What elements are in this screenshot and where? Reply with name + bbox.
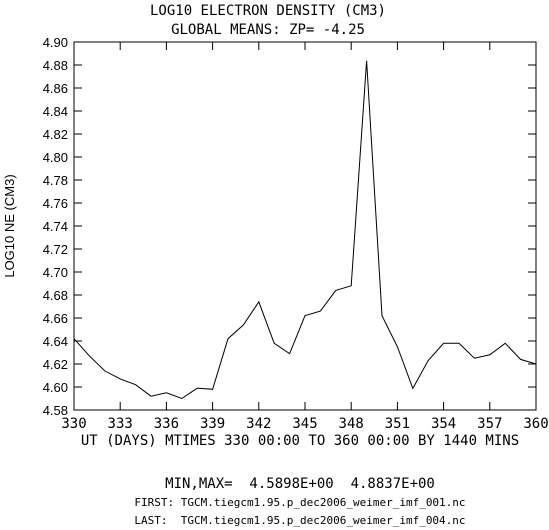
x-tick-label: 339 [200, 416, 225, 432]
x-axis-label: UT (DAYS) MTIMES 330 00:00 TO 360 00:00 … [81, 433, 519, 449]
x-tick-label: 333 [108, 416, 133, 432]
last-file-text: LAST: TGCM.tiegcm1.95.p_dec2006_weimer_i… [134, 514, 465, 527]
chart-subtitle: GLOBAL MEANS: ZP= -4.25 [171, 22, 365, 38]
y-tick-label: 4.80 [43, 150, 68, 165]
x-tick-label: 336 [154, 416, 179, 432]
x-tick-label: 354 [431, 416, 456, 432]
x-tick-label: 342 [246, 416, 271, 432]
y-tick-label: 4.78 [43, 173, 68, 188]
x-axis: 330 333 336 339 342 345 348 351 354 357 360 [61, 42, 549, 432]
y-tick-label: 4.62 [43, 357, 68, 372]
y-axis: 4.58 4.60 4.62 4.64 4.66 4.68 4.70 4.72 4.74 4.76… [43, 35, 536, 418]
y-tick-label: 4.86 [43, 81, 68, 96]
x-tick-label: 351 [385, 416, 410, 432]
first-file-text: FIRST: TGCM.tiegcm1.95.p_dec2006_weimer_… [134, 496, 465, 509]
x-tick-label: 330 [61, 416, 86, 432]
y-axis-label: LOG10 NE (CM3) [2, 174, 17, 277]
y-tick-label: 4.66 [43, 311, 68, 326]
y-tick-label: 4.88 [43, 58, 68, 73]
chart-title: LOG10 ELECTRON DENSITY (CM3) [150, 3, 386, 19]
y-tick-label: 4.76 [43, 196, 68, 211]
y-tick-label: 4.72 [43, 242, 68, 257]
y-tick-label: 4.90 [43, 35, 68, 50]
y-tick-label: 4.58 [43, 403, 68, 418]
y-tick-label: 4.82 [43, 127, 68, 142]
y-tick-label: 4.68 [43, 288, 68, 303]
minmax-text: MIN,MAX= 4.5898E+00 4.8837E+00 [165, 476, 435, 492]
series-layer [73, 60, 537, 400]
x-tick-label: 348 [339, 416, 364, 432]
x-tick-label: 360 [523, 416, 548, 432]
plot-frame [73, 41, 537, 411]
y-tick-label: 4.70 [43, 265, 68, 280]
x-tick-label: 345 [292, 416, 317, 432]
series-line [73, 60, 537, 400]
y-tick-label: 4.64 [43, 334, 68, 349]
y-tick-label: 4.60 [43, 380, 68, 395]
y-tick-label: 4.84 [43, 104, 68, 119]
y-tick-label: 4.74 [43, 219, 68, 234]
x-tick-label: 357 [477, 416, 502, 432]
